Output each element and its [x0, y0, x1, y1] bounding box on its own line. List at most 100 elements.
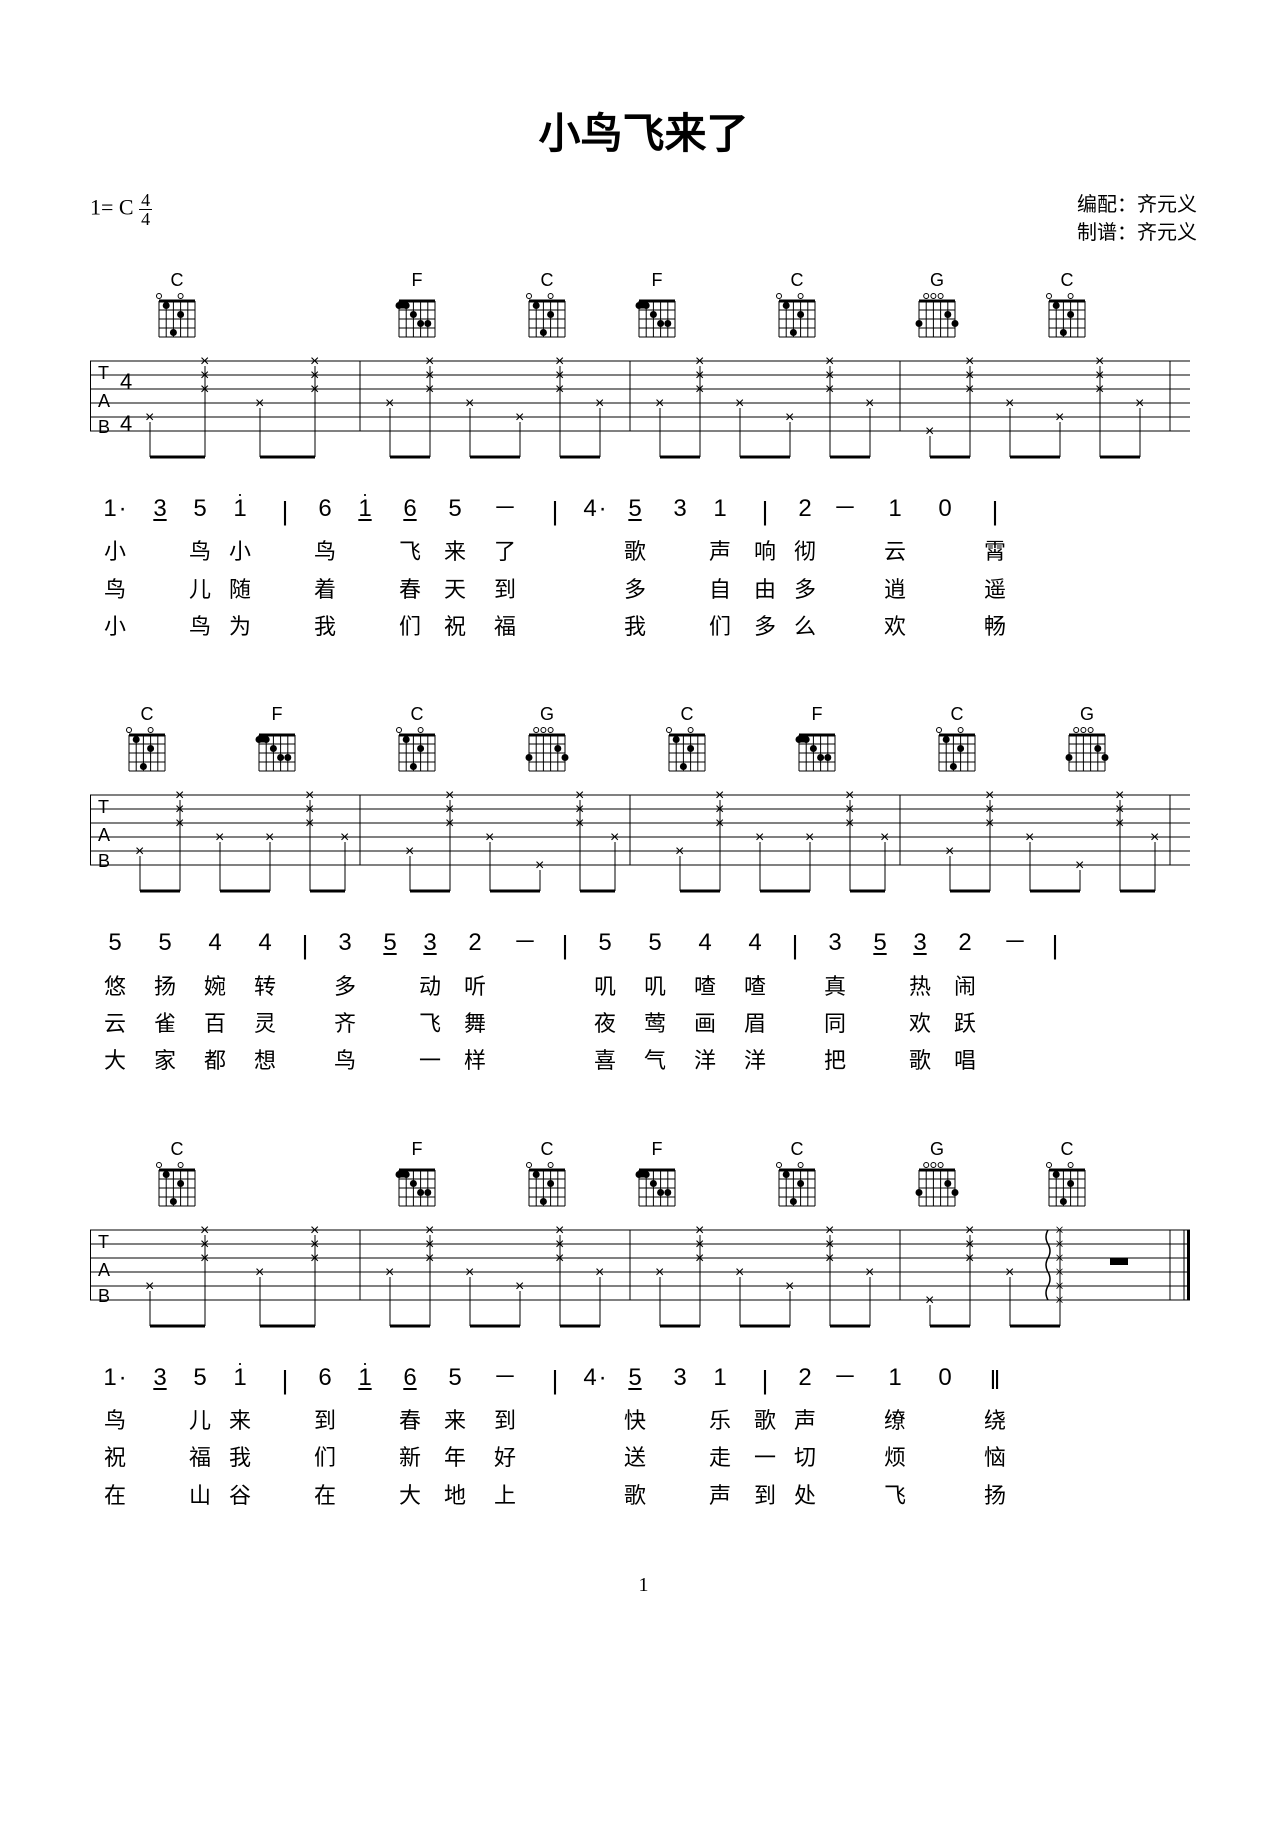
jianpu-note: 1: [340, 1358, 390, 1402]
jianpu-note: 1: [700, 1358, 740, 1402]
lyric-row: 鸟儿随着春天到多自由多逍遥: [90, 571, 1197, 608]
chord-diagram: G: [517, 704, 577, 775]
chord-diagram: C: [387, 704, 447, 775]
lyric-char: 声: [790, 1402, 820, 1439]
jianpu-note: ‖: [970, 1358, 1020, 1402]
lyric-char: 走: [700, 1439, 740, 1476]
jianpu-note: 5: [430, 489, 480, 533]
music-system: CFCFCGCTAB××××××××××××××××××××××××××××××…: [90, 1130, 1197, 1514]
svg-text:B: B: [98, 417, 110, 437]
lyric-char: [780, 968, 810, 1005]
lyric-char: 逍: [870, 571, 920, 608]
lyric-char: [260, 608, 310, 645]
jianpu-note: 5: [140, 923, 190, 967]
lyric-char: 小: [90, 533, 140, 570]
chord-name: F: [812, 704, 823, 725]
lyric-char: [370, 1005, 410, 1042]
lyric-char: [290, 968, 320, 1005]
lyric-char: 乐: [700, 1402, 740, 1439]
lyric-char: [920, 1439, 970, 1476]
tab-staff: TAB44×××××××××××××××××××××××××××××××××××…: [90, 341, 1197, 471]
chord-name: C: [141, 704, 154, 725]
jianpu-note: 0: [920, 489, 970, 533]
lyric-char: 春: [390, 1402, 430, 1439]
jianpu-note: 3: [810, 923, 860, 967]
lyric-char: [820, 1477, 870, 1514]
lyric-char: [660, 1477, 700, 1514]
lyric-char: 鸟: [180, 533, 220, 570]
lyric-char: 跃: [940, 1005, 990, 1042]
jianpu-note: 5: [630, 923, 680, 967]
lyric-char: [780, 1005, 810, 1042]
lyric-char: 叽: [580, 968, 630, 1005]
lyric-char: 鸟: [180, 608, 220, 645]
lyric-char: [550, 1042, 580, 1079]
chord-diagram: C: [657, 704, 717, 775]
lyric-char: 画: [680, 1005, 730, 1042]
lyric-char: 多: [790, 571, 820, 608]
chord-diagram: C: [117, 704, 177, 775]
chord-name: C: [411, 704, 424, 725]
chord-diagram: C: [147, 270, 207, 341]
lyric-char: 鸟: [310, 533, 340, 570]
lyric-char: 地: [430, 1477, 480, 1514]
lyric-char: 歌: [740, 1402, 790, 1439]
lyric-char: 百: [190, 1005, 240, 1042]
jianpu-row: 1351|6165－|4531|2－10|: [90, 489, 1197, 533]
lyric-char: 我: [220, 1439, 260, 1476]
lyric-char: 好: [480, 1439, 530, 1476]
lyric-char: 恼: [970, 1439, 1020, 1476]
jianpu-note: 2: [450, 923, 500, 967]
lyric-char: [1020, 1439, 1050, 1476]
lyric-char: 来: [430, 1402, 480, 1439]
lyric-char: 把: [810, 1042, 860, 1079]
jianpu-note: 2: [940, 923, 990, 967]
jianpu-note: 4: [680, 923, 730, 967]
jianpu-note: |: [1040, 923, 1070, 967]
chord-name: C: [171, 1139, 184, 1160]
lyric-char: 们: [310, 1439, 340, 1476]
jianpu-note: 3: [410, 923, 450, 967]
lyric-char: 歌: [900, 1042, 940, 1079]
lyric-char: 福: [180, 1439, 220, 1476]
lyric-char: 多: [320, 968, 370, 1005]
jianpu-note: |: [740, 1358, 790, 1402]
lyric-char: 一: [740, 1439, 790, 1476]
lyric-char: 福: [480, 608, 530, 645]
score-block: 1351|6165－|4531|2－10|小鸟小鸟飞来了歌声响彻云霄鸟儿随着春天…: [90, 489, 1197, 645]
lyric-char: [580, 1439, 610, 1476]
lyric-char: 大: [90, 1042, 140, 1079]
lyric-char: 春: [390, 571, 430, 608]
lyric-char: 祝: [90, 1439, 140, 1476]
jianpu-note: 3: [140, 1358, 180, 1402]
lyric-char: [500, 968, 550, 1005]
lyric-char: 烦: [870, 1439, 920, 1476]
chord-name: F: [412, 1139, 423, 1160]
lyric-char: [920, 1402, 970, 1439]
lyric-char: 响: [740, 533, 790, 570]
jianpu-note: 1: [90, 489, 140, 533]
lyric-char: [340, 1402, 390, 1439]
jianpu-note: 5: [610, 1358, 660, 1402]
lyric-char: [260, 571, 310, 608]
svg-text:B: B: [98, 1286, 110, 1306]
chord-name: C: [541, 270, 554, 291]
lyric-char: 样: [450, 1042, 500, 1079]
jianpu-note: |: [530, 1358, 580, 1402]
lyric-char: [1020, 1477, 1050, 1514]
lyric-char: 雀: [140, 1005, 190, 1042]
lyric-char: 声: [700, 533, 740, 570]
chord-name: G: [930, 270, 944, 291]
lyric-char: [530, 571, 580, 608]
jianpu-note: 3: [140, 489, 180, 533]
svg-text:T: T: [98, 363, 109, 383]
lyric-char: 绕: [970, 1402, 1020, 1439]
chord-diagram: C: [1037, 1139, 1097, 1210]
lyric-char: [1040, 968, 1070, 1005]
svg-text:A: A: [98, 825, 110, 845]
chord-name: G: [540, 704, 554, 725]
lyric-char: 送: [610, 1439, 660, 1476]
lyric-char: [990, 968, 1040, 1005]
lyric-char: 飞: [870, 1477, 920, 1514]
lyric-char: 叽: [630, 968, 680, 1005]
